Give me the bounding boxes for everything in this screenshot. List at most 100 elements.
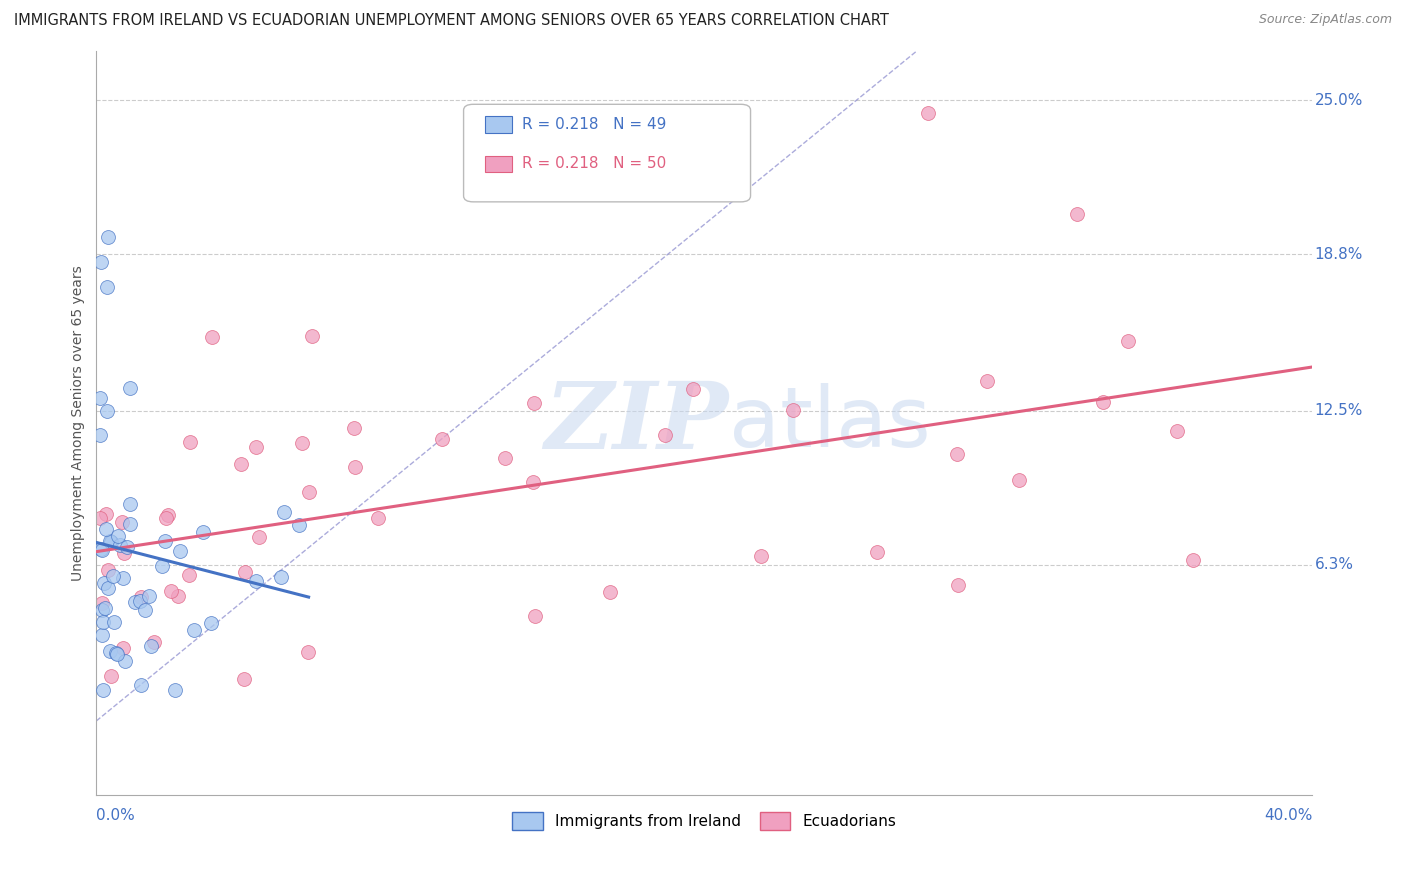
Point	[112, 546, 135, 560]
Point	[946, 578, 969, 592]
Point	[682, 382, 704, 396]
Point	[96, 279, 118, 293]
Point	[94, 522, 117, 536]
Point	[100, 534, 122, 549]
Point	[89, 428, 111, 442]
Point	[599, 585, 621, 599]
Point	[166, 589, 188, 603]
Text: atlas: atlas	[728, 383, 931, 464]
Text: 6.3%: 6.3%	[1315, 557, 1354, 572]
Point	[976, 374, 998, 388]
Point	[183, 623, 205, 637]
FancyBboxPatch shape	[485, 116, 512, 133]
Point	[98, 534, 121, 549]
Point	[129, 678, 152, 692]
Point	[114, 654, 136, 668]
Point	[91, 615, 114, 630]
Point	[138, 589, 160, 603]
Point	[866, 545, 889, 559]
Point	[110, 538, 132, 552]
Text: 40.0%: 40.0%	[1264, 808, 1312, 822]
Point	[100, 669, 122, 683]
Point	[287, 517, 309, 532]
Point	[90, 602, 112, 616]
Point	[89, 391, 111, 405]
Point	[97, 582, 120, 596]
Point	[91, 683, 114, 698]
Point	[131, 591, 153, 605]
Point	[1166, 425, 1188, 439]
Point	[523, 396, 546, 410]
Point	[1116, 334, 1139, 348]
Text: Source: ZipAtlas.com: Source: ZipAtlas.com	[1258, 13, 1392, 27]
Point	[367, 511, 389, 525]
Point	[297, 645, 319, 659]
Point	[111, 571, 134, 585]
Point	[1008, 473, 1031, 487]
Point	[749, 549, 772, 563]
Point	[193, 525, 215, 540]
Point	[247, 530, 270, 544]
Point	[782, 403, 804, 417]
Point	[98, 644, 121, 658]
Point	[111, 516, 134, 530]
Point	[654, 428, 676, 442]
Point	[169, 543, 191, 558]
Point	[142, 635, 165, 649]
Point	[153, 533, 176, 548]
Point	[231, 457, 253, 471]
Text: 18.8%: 18.8%	[1315, 247, 1364, 261]
Point	[129, 593, 152, 607]
Text: R = 0.218   N = 50: R = 0.218 N = 50	[522, 156, 666, 171]
Point	[105, 647, 128, 661]
Point	[93, 576, 115, 591]
Point	[298, 485, 321, 500]
Point	[917, 105, 939, 120]
Point	[245, 440, 267, 454]
Point	[91, 543, 114, 558]
Point	[291, 436, 314, 450]
Point	[233, 565, 256, 579]
Point	[245, 574, 267, 588]
Point	[111, 641, 134, 656]
Point	[200, 616, 222, 631]
Point	[1066, 207, 1088, 221]
Point	[94, 508, 117, 522]
Point	[156, 508, 179, 522]
Point	[1092, 395, 1115, 409]
Point	[101, 569, 124, 583]
Text: 12.5%: 12.5%	[1315, 403, 1364, 418]
Legend: Immigrants from Ireland, Ecuadorians: Immigrants from Ireland, Ecuadorians	[506, 806, 903, 836]
Point	[90, 541, 112, 556]
Point	[107, 529, 129, 543]
Text: R = 0.218   N = 49: R = 0.218 N = 49	[522, 117, 666, 132]
Point	[946, 447, 969, 461]
Point	[270, 570, 292, 584]
Point	[104, 646, 127, 660]
Point	[141, 639, 163, 653]
Text: 25.0%: 25.0%	[1315, 93, 1364, 108]
Text: IMMIGRANTS FROM IRELAND VS ECUADORIAN UNEMPLOYMENT AMONG SENIORS OVER 65 YEARS C: IMMIGRANTS FROM IRELAND VS ECUADORIAN UN…	[14, 13, 889, 29]
Point	[232, 672, 254, 686]
Point	[90, 628, 112, 642]
Point	[301, 329, 323, 343]
FancyBboxPatch shape	[464, 104, 751, 202]
Point	[97, 563, 120, 577]
Point	[1181, 553, 1204, 567]
Point	[155, 510, 177, 524]
Point	[100, 535, 122, 549]
Point	[90, 254, 112, 268]
Point	[118, 497, 141, 511]
Point	[96, 403, 118, 417]
Point	[97, 230, 120, 244]
Point	[93, 600, 115, 615]
FancyBboxPatch shape	[485, 156, 512, 172]
Point	[343, 420, 366, 434]
Point	[177, 567, 200, 582]
Point	[179, 435, 201, 450]
Point	[89, 510, 111, 524]
Point	[523, 609, 546, 624]
Point	[522, 475, 544, 489]
Point	[103, 615, 125, 629]
Point	[134, 603, 156, 617]
